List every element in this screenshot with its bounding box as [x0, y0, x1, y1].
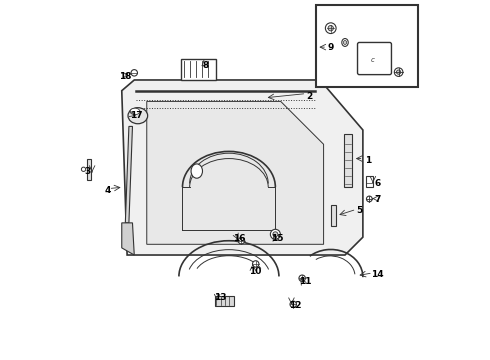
- Text: 9: 9: [327, 43, 334, 52]
- Ellipse shape: [238, 238, 245, 244]
- Bar: [181, 59, 217, 80]
- Ellipse shape: [270, 229, 280, 239]
- Text: 2: 2: [306, 91, 313, 100]
- Bar: [367, 176, 373, 187]
- Ellipse shape: [128, 108, 147, 124]
- Polygon shape: [147, 102, 323, 244]
- Text: 6: 6: [374, 179, 380, 188]
- Ellipse shape: [130, 108, 140, 114]
- Ellipse shape: [299, 275, 305, 282]
- Text: 11: 11: [299, 277, 312, 286]
- Ellipse shape: [367, 196, 372, 202]
- Text: 15: 15: [271, 234, 283, 243]
- Text: c: c: [371, 57, 375, 63]
- Bar: [215, 296, 234, 306]
- Polygon shape: [122, 80, 363, 255]
- Bar: [344, 134, 352, 187]
- Text: 13: 13: [214, 293, 226, 302]
- Ellipse shape: [131, 69, 138, 76]
- Text: 12: 12: [289, 301, 301, 310]
- Ellipse shape: [325, 23, 336, 33]
- Ellipse shape: [396, 70, 401, 74]
- Polygon shape: [125, 126, 132, 223]
- Ellipse shape: [191, 164, 202, 178]
- Ellipse shape: [273, 232, 278, 237]
- Text: 10: 10: [249, 267, 262, 276]
- Ellipse shape: [328, 26, 333, 31]
- Bar: [331, 205, 336, 226]
- Ellipse shape: [342, 39, 348, 46]
- Ellipse shape: [394, 68, 403, 76]
- Text: 3: 3: [85, 167, 91, 176]
- Text: 7: 7: [374, 195, 380, 204]
- Text: 8: 8: [202, 61, 209, 70]
- FancyBboxPatch shape: [358, 42, 392, 75]
- Ellipse shape: [81, 167, 86, 171]
- Text: 16: 16: [233, 234, 246, 243]
- Text: 18: 18: [119, 72, 132, 81]
- Bar: [317, 5, 418, 87]
- Polygon shape: [122, 223, 134, 255]
- Ellipse shape: [343, 41, 346, 44]
- Bar: [87, 158, 92, 180]
- Text: 14: 14: [371, 270, 384, 279]
- Ellipse shape: [290, 301, 296, 307]
- Ellipse shape: [252, 261, 259, 267]
- Text: 17: 17: [130, 111, 143, 120]
- Text: 4: 4: [104, 186, 111, 195]
- Text: 5: 5: [356, 206, 363, 215]
- Text: 1: 1: [365, 156, 371, 165]
